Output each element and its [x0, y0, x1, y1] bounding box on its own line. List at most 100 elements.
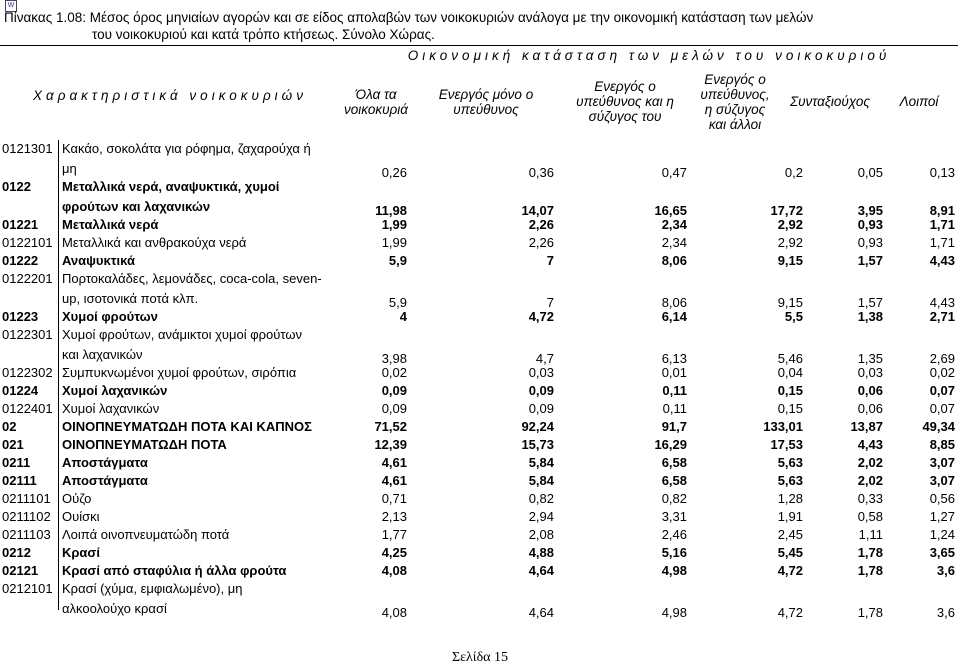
row-code: 02111 [2, 473, 37, 488]
row-code: 0211103 [2, 527, 51, 542]
cell-value: 0,13 [929, 165, 955, 180]
cell-value: 6,58 [661, 473, 687, 488]
table-row: 0212 Κρασί 4,25 4,88 5,16 5,45 1,78 3,65 [0, 545, 960, 563]
row-description: Μεταλλικά νερά [62, 217, 159, 232]
cell-value: 12,39 [374, 437, 407, 452]
row-code: 021 [2, 437, 24, 452]
cell-value: 2,26 [528, 217, 554, 232]
row-description: Πορτοκαλάδες, λεμονάδες, coca-cola, seve… [62, 271, 322, 286]
table-row: 01221 Μεταλλικά νερά 1,99 2,26 2,34 2,92 0,93 1… [0, 217, 960, 235]
row-description: φρούτων και λαχανικών [62, 199, 211, 214]
table-row: 0122401 Χυμοί λαχανικών 0,09 0,09 0,11 0,15 0,… [0, 401, 960, 419]
cell-value: 2,02 [857, 455, 883, 470]
table-row: 0211 Αποστάγματα 4,61 5,84 6,58 5,63 2,02 3,07 [0, 455, 960, 473]
cell-value: 0,09 [381, 383, 407, 398]
cell-value: 0,02 [381, 365, 407, 380]
cell-value: 2,92 [777, 235, 803, 250]
cell-value: 0,01 [661, 365, 687, 380]
cell-value: 2,34 [661, 217, 687, 232]
table-row: 01224 Χυμοί λαχανικών 0,09 0,09 0,11 0,15 0,06… [0, 383, 960, 401]
cell-value: 4,08 [381, 605, 407, 620]
table-row: 0122302 Συμπυκνωμένοι χυμοί φρούτων, σιρό… [0, 365, 960, 383]
cell-value: 9,15 [777, 253, 803, 268]
cell-value: 1,71 [929, 217, 955, 232]
row-code: 01221 [2, 217, 39, 232]
cell-value: 2,45 [777, 527, 803, 542]
cell-value: 0,05 [857, 165, 883, 180]
row-code: 0122 [2, 179, 31, 194]
row-code: 01223 [2, 309, 39, 324]
row-code: 02 [2, 419, 17, 434]
cell-value: 1,38 [857, 309, 883, 324]
cell-value: 133,01 [763, 419, 803, 434]
cell-value: 7 [546, 295, 554, 310]
cell-value: 4,43 [929, 253, 955, 268]
cell-value: 0,02 [929, 365, 955, 380]
cell-value: 4,61 [381, 455, 407, 470]
row-description: Κρασί από σταφύλια ή άλλα φρούτα [62, 563, 287, 578]
row-code: 0212 [2, 545, 31, 560]
cell-value: 3,31 [661, 509, 687, 524]
footer: Σελίδα 15 [451, 650, 508, 665]
cell-value: 4,43 [929, 295, 955, 310]
cell-value: 91,7 [661, 419, 687, 434]
cell-value: 0,93 [857, 217, 883, 232]
cell-value: 3,6 [936, 605, 955, 620]
cell-value: 1,78 [857, 605, 883, 620]
cell-value: 3,65 [929, 545, 955, 560]
cell-value: 2,02 [857, 473, 883, 488]
title-line: του νοικοκυριού και κατά τρόπο κτήσεως. … [92, 27, 435, 42]
cell-value: 8,91 [929, 203, 955, 218]
table-row: 02 ΟΙΝΟΠΝΕΥΜΑΤΩΔΗ ΠΟΤΑ ΚΑΙ ΚΑΠΝΟΣ 71,52 92,… [0, 419, 960, 437]
doc-icon: W [5, 0, 17, 12]
cell-value: 0,06 [857, 383, 883, 398]
cell-value: 0,09 [528, 401, 554, 416]
cell-value: 1,78 [857, 563, 883, 578]
header-border [0, 45, 958, 141]
cell-value: 0,11 [662, 401, 687, 416]
row-code: 0211101 [2, 491, 51, 506]
cell-value: 0,26 [381, 165, 407, 180]
row-description: Αποστάγματα [62, 473, 148, 488]
cell-value: 1,71 [929, 235, 955, 250]
cell-value: 2,69 [929, 351, 955, 366]
row-description: ΟΙΝΟΠΝΕΥΜΑΤΩΔΗ ΠΟΤΑ ΚΑΙ ΚΑΠΝΟΣ [62, 419, 312, 434]
cell-value: 8,85 [929, 437, 955, 452]
column-header: Ενεργός μόνο ο υπεύθυνος [438, 86, 534, 117]
row-description: Χυμοί λαχανικών [62, 401, 160, 416]
cell-value: 4,72 [777, 605, 803, 620]
code-separator [58, 140, 59, 610]
cell-value: 0,06 [857, 401, 883, 416]
table-row: 0211101 Ούζο 0,71 0,82 0,82 1,28 0,33 0,56 [0, 491, 960, 509]
cell-value: 1,99 [381, 235, 407, 250]
cell-value: 0,93 [857, 235, 883, 250]
cell-value: 4,72 [777, 563, 803, 578]
cell-value: 2,71 [929, 309, 955, 324]
row-code: 0122301 [2, 327, 53, 342]
cell-value: 0,15 [777, 401, 803, 416]
row-description: μη [62, 161, 77, 176]
cell-value: 0,82 [661, 491, 687, 506]
cell-value: 1,77 [381, 527, 407, 542]
cell-value: 14,07 [521, 203, 554, 218]
table-row: 0211102 Ουίσκι 2,13 2,94 3,31 1,91 0,58 1,27 [0, 509, 960, 527]
cell-value: 3,95 [857, 203, 883, 218]
cell-value: 4,43 [857, 437, 883, 452]
cell-value: 4,08 [381, 563, 407, 578]
cell-value: 0,03 [528, 365, 554, 380]
cell-value: 0,47 [661, 165, 687, 180]
row-description: αλκοολούχο κρασί [62, 601, 167, 616]
cell-value: 5,63 [777, 455, 803, 470]
cell-value: 7 [546, 253, 554, 268]
cell-value: 11,98 [375, 203, 407, 218]
column-header: Λοιποί [899, 94, 939, 109]
cell-value: 3,07 [929, 455, 955, 470]
row-code: 02121 [2, 563, 39, 578]
cell-value: 8,06 [661, 253, 687, 268]
cell-value: 0,82 [528, 491, 554, 506]
cell-value: 0,11 [662, 383, 687, 398]
cell-value: 1,91 [777, 509, 803, 524]
table-row: 0121301 Κακάο, σοκολάτα για ρόφημα, ζαχαρ… [0, 141, 960, 180]
row-code: 01224 [2, 383, 39, 398]
cell-value: 2,92 [777, 217, 803, 232]
